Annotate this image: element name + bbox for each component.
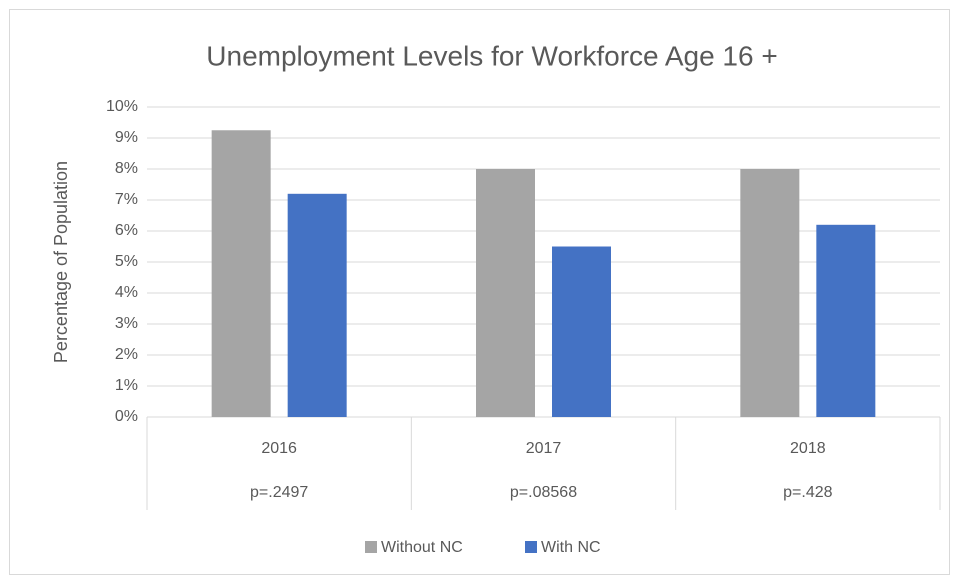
- bar: [476, 169, 535, 417]
- x-tick-label: 2018: [790, 440, 826, 457]
- x-subcategory-label: p=.08568: [510, 484, 577, 501]
- legend-swatch: [525, 541, 537, 553]
- legend-label: With NC: [541, 539, 601, 556]
- y-tick-label: 4%: [115, 284, 138, 301]
- y-tick-label: 2%: [115, 346, 138, 363]
- bar: [816, 224, 876, 417]
- bar: [287, 193, 347, 417]
- y-tick-label: 10%: [106, 98, 138, 115]
- legend-swatch: [365, 541, 377, 553]
- y-tick-label: 7%: [115, 191, 138, 208]
- x-subcategory-label: p=.428: [783, 484, 832, 501]
- y-tick-label: 1%: [115, 377, 138, 394]
- x-subcategory-label: p=.2497: [250, 484, 308, 501]
- x-tick-label: 2017: [526, 440, 562, 457]
- y-tick-label: 9%: [115, 129, 138, 146]
- bar: [552, 246, 611, 417]
- y-tick-label: 0%: [115, 408, 138, 425]
- x-tick-label: 2016: [261, 440, 297, 457]
- bar: [211, 130, 271, 417]
- legend-label: Without NC: [381, 539, 463, 556]
- y-tick-label: 3%: [115, 315, 138, 332]
- y-tick-label: 6%: [115, 222, 138, 239]
- bar: [740, 169, 800, 417]
- y-tick-label: 8%: [115, 160, 138, 177]
- chart-title: Unemployment Levels for Workforce Age 16…: [206, 40, 777, 71]
- y-axis-label: Percentage of Population: [51, 161, 71, 363]
- y-tick-label: 5%: [115, 253, 138, 270]
